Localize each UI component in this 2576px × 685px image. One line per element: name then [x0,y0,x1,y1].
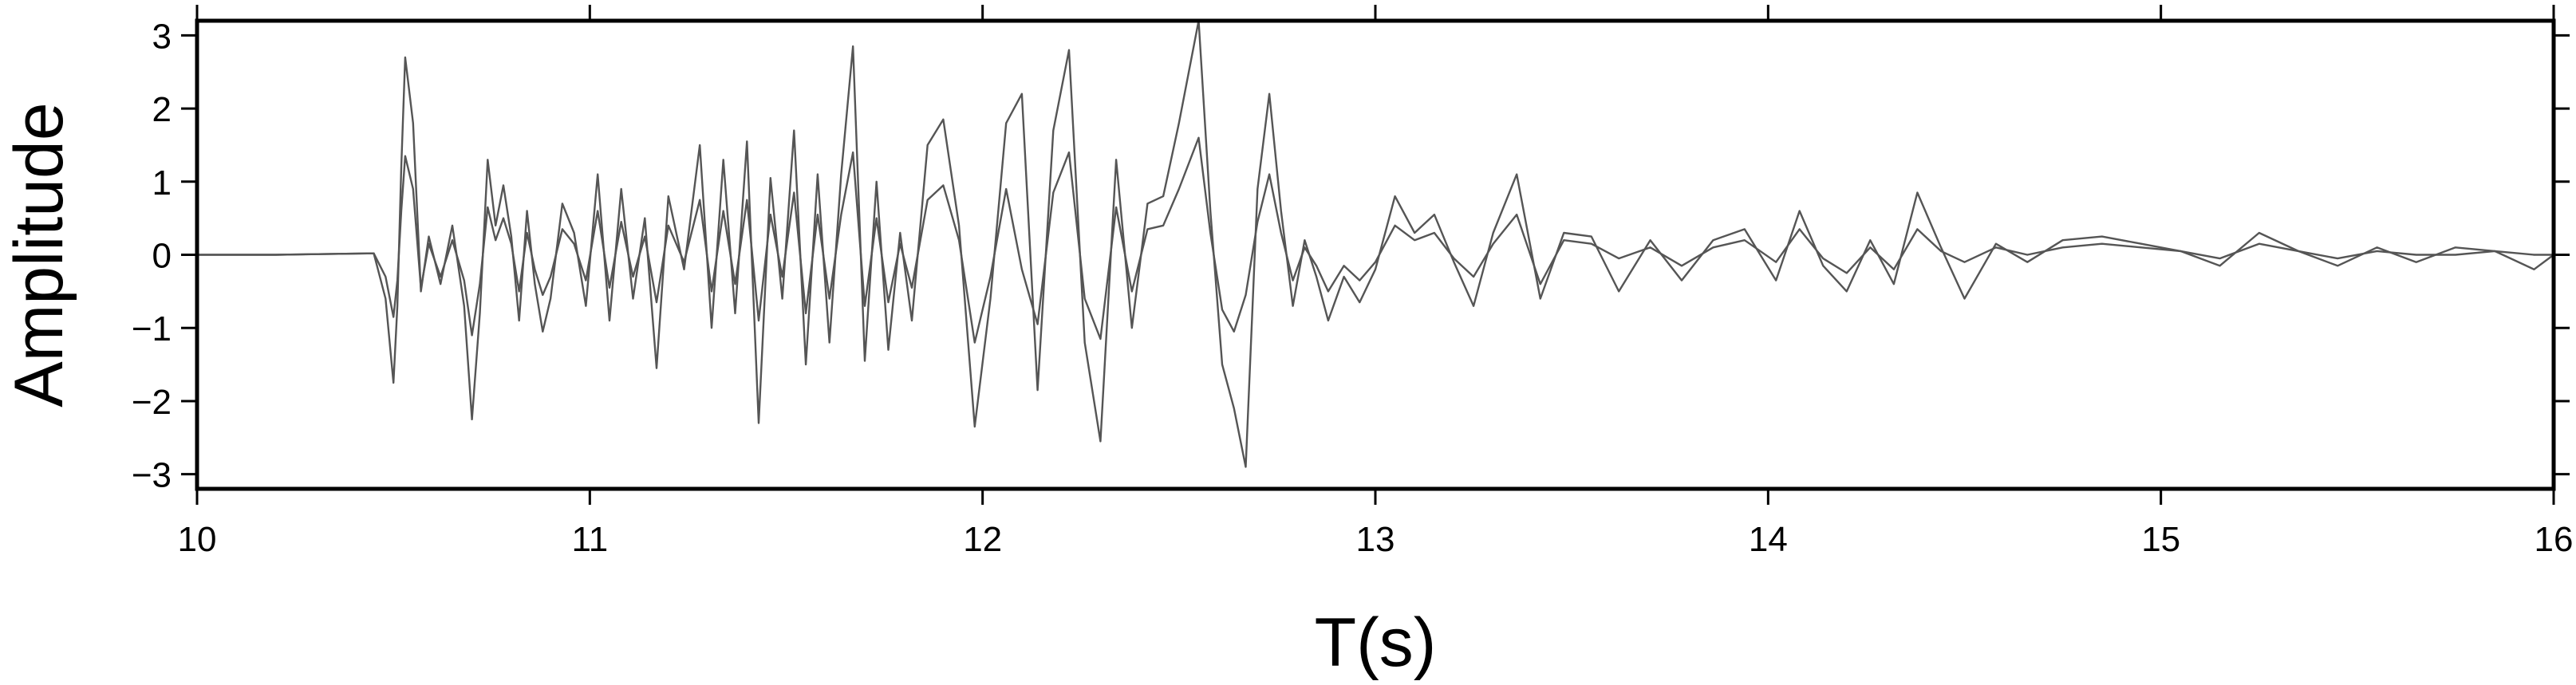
series-line-1 [197,136,2554,344]
y-tick-label: −3 [132,456,172,495]
x-tick-label: 15 [2141,520,2180,559]
y-tick-label: 3 [152,17,172,56]
x-axis-label: T(s) [1315,604,1437,681]
plot-frame [195,18,2556,491]
series-group [197,19,2554,468]
y-axis-label: Amplitude [1,102,77,407]
x-tick-label: 10 [178,520,217,559]
series-line-2 [197,19,2554,468]
y-tick-label: −2 [132,383,172,422]
y-tick-label: 1 [152,163,172,203]
x-tick-label: 13 [1356,520,1395,559]
y-tick-label: 0 [152,237,172,276]
x-tick-label: 14 [1749,520,1788,559]
axis-ticks [181,5,2570,505]
x-tick-label: 12 [963,520,1002,559]
x-tick-label: 11 [571,520,608,559]
x-tick-label: 16 [2535,520,2574,559]
y-tick-label: 2 [152,90,172,129]
y-tick-label: −1 [132,309,172,348]
